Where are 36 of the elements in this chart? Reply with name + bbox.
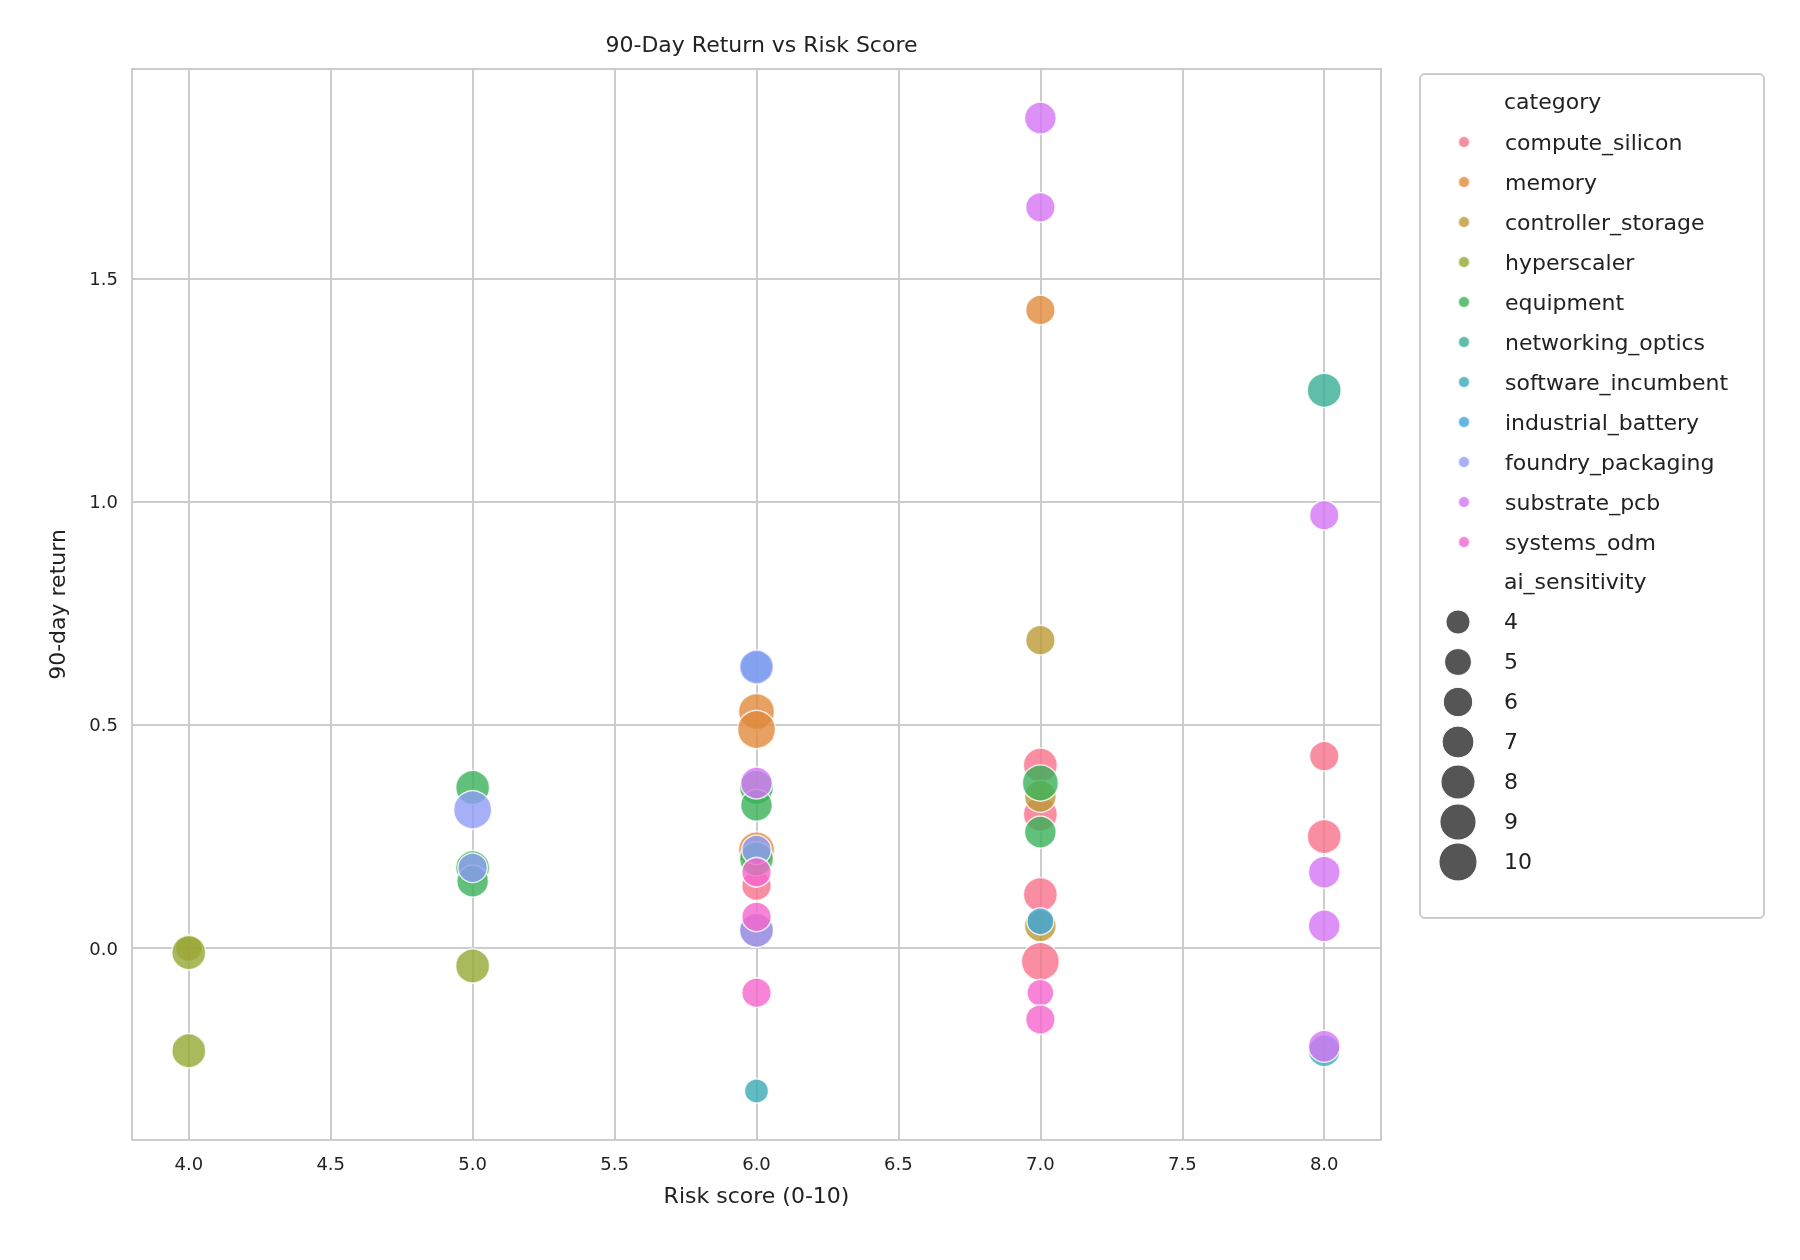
legend-label: 4: [1504, 608, 1518, 634]
x-axis-title: Risk score (0-10): [663, 1182, 850, 1208]
legend-label: 8: [1504, 768, 1518, 794]
legend-label: substrate_pcb: [1505, 489, 1661, 516]
y-tick-label: 1.5: [89, 268, 118, 290]
legend-title: category: [1504, 88, 1602, 114]
legend-label: equipment: [1505, 289, 1625, 315]
legend-label: controller_storage: [1505, 209, 1705, 236]
legend-label: foundry_packaging: [1505, 449, 1715, 476]
y-tick-label: 0.0: [89, 937, 118, 959]
legend-label: systems_odm: [1505, 529, 1656, 556]
y-tick-label: 0.5: [89, 714, 118, 736]
x-tick-label: 7.0: [1026, 1152, 1055, 1174]
legend-label: 10: [1504, 848, 1532, 874]
legend-label: software_incumbent: [1505, 369, 1729, 396]
y-tick-label: 1.0: [89, 491, 118, 513]
x-tick-label: 4.5: [316, 1152, 346, 1174]
x-tick-label: 8.0: [1309, 1152, 1339, 1174]
x-tick-label: 5.5: [600, 1152, 629, 1174]
x-tick-label: 5.0: [458, 1152, 487, 1174]
legend-label: networking_optics: [1505, 329, 1706, 356]
legend-label: compute_silicon: [1505, 129, 1683, 156]
legend-label: 9: [1504, 808, 1518, 834]
legend-label: industrial_battery: [1505, 409, 1700, 436]
legend-label: 5: [1504, 648, 1518, 674]
chart-title: 90-Day Return vs Risk Score: [605, 31, 918, 57]
legend-label: 7: [1504, 728, 1518, 754]
y-axis-title: 90-day return: [44, 529, 70, 680]
x-tick-label: 6.5: [884, 1152, 913, 1174]
x-tick-label: 4.0: [174, 1152, 204, 1174]
legend-label: memory: [1505, 169, 1597, 195]
text: ai_sensitivity: [1504, 568, 1647, 595]
legend-label: hyperscaler: [1505, 249, 1636, 275]
x-tick-label: 6.0: [742, 1152, 771, 1174]
x-tick-label: 7.5: [1167, 1152, 1197, 1174]
legend-label: 6: [1504, 688, 1518, 714]
